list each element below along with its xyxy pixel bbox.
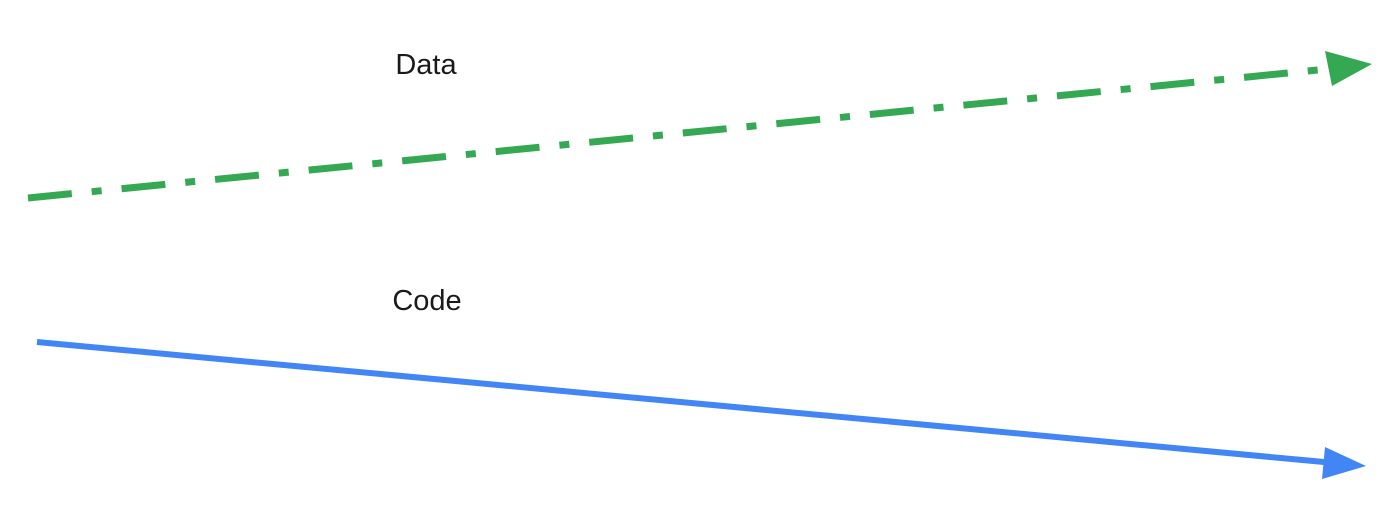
code-label: Code [392,285,461,317]
data-arrow-shaft [27,65,1329,202]
data-arrow [27,51,1372,202]
data-label: Data [395,49,457,81]
code-arrow-shaft [36,339,1325,465]
code-arrow [36,339,1366,479]
code-arrowhead [1322,447,1366,479]
data-arrowhead [1325,51,1372,86]
